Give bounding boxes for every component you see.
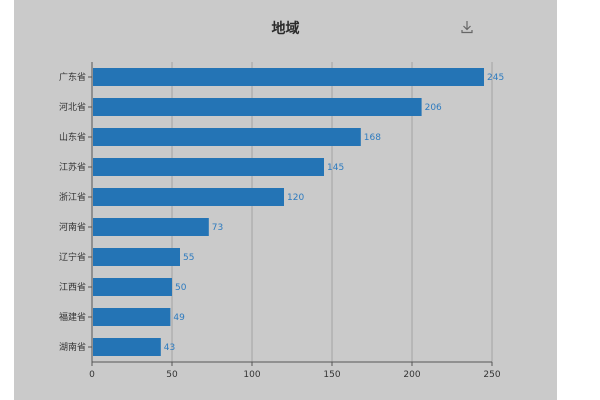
category-label: 山东省 bbox=[59, 131, 86, 143]
chart-title: 地域 bbox=[271, 21, 300, 37]
value-label: 168 bbox=[364, 133, 381, 143]
x-tick-label: 250 bbox=[483, 370, 500, 380]
bar[interactable] bbox=[93, 248, 180, 266]
category-label: 河北省 bbox=[59, 101, 86, 113]
category-label: 浙江省 bbox=[59, 191, 86, 203]
value-label: 120 bbox=[287, 193, 304, 203]
category-label: 江苏省 bbox=[59, 161, 86, 173]
value-label: 55 bbox=[183, 253, 194, 263]
bar[interactable] bbox=[93, 188, 284, 206]
value-label: 245 bbox=[487, 73, 504, 83]
x-tick-label: 0 bbox=[89, 370, 95, 380]
category-label: 湖南省 bbox=[59, 341, 86, 353]
category-label: 河南省 bbox=[59, 221, 86, 233]
value-label: 49 bbox=[173, 313, 185, 323]
x-tick-label: 200 bbox=[403, 370, 420, 380]
bars bbox=[93, 68, 484, 356]
bar[interactable] bbox=[93, 278, 172, 296]
download-icon[interactable] bbox=[458, 18, 476, 36]
value-label: 73 bbox=[212, 223, 223, 233]
bar[interactable] bbox=[93, 158, 324, 176]
bar[interactable] bbox=[93, 338, 161, 356]
value-label: 145 bbox=[327, 163, 344, 173]
x-tick-label: 50 bbox=[166, 370, 178, 380]
category-label: 广东省 bbox=[59, 71, 86, 83]
value-label: 50 bbox=[175, 283, 187, 293]
x-tick-label: 100 bbox=[243, 370, 260, 380]
labels: 0 50 100 150 200 250 广东省 245 河北省 206 山东省 168 江苏省 145 浙… bbox=[59, 71, 504, 380]
bar-chart: 0 50 100 150 200 250 广东省 245 河北省 206 山东省 168 江苏省 145 浙… bbox=[59, 62, 504, 380]
bar[interactable] bbox=[93, 308, 171, 326]
bar[interactable] bbox=[93, 128, 361, 146]
bar[interactable] bbox=[93, 98, 422, 116]
bar[interactable] bbox=[93, 218, 209, 236]
value-label: 43 bbox=[164, 343, 175, 353]
bar[interactable] bbox=[93, 68, 484, 86]
category-label: 辽宁省 bbox=[59, 251, 86, 263]
category-label: 福建省 bbox=[59, 311, 86, 323]
value-label: 206 bbox=[425, 103, 442, 113]
x-tick-label: 150 bbox=[323, 370, 340, 380]
axes bbox=[88, 62, 493, 366]
category-label: 江西省 bbox=[59, 281, 86, 293]
